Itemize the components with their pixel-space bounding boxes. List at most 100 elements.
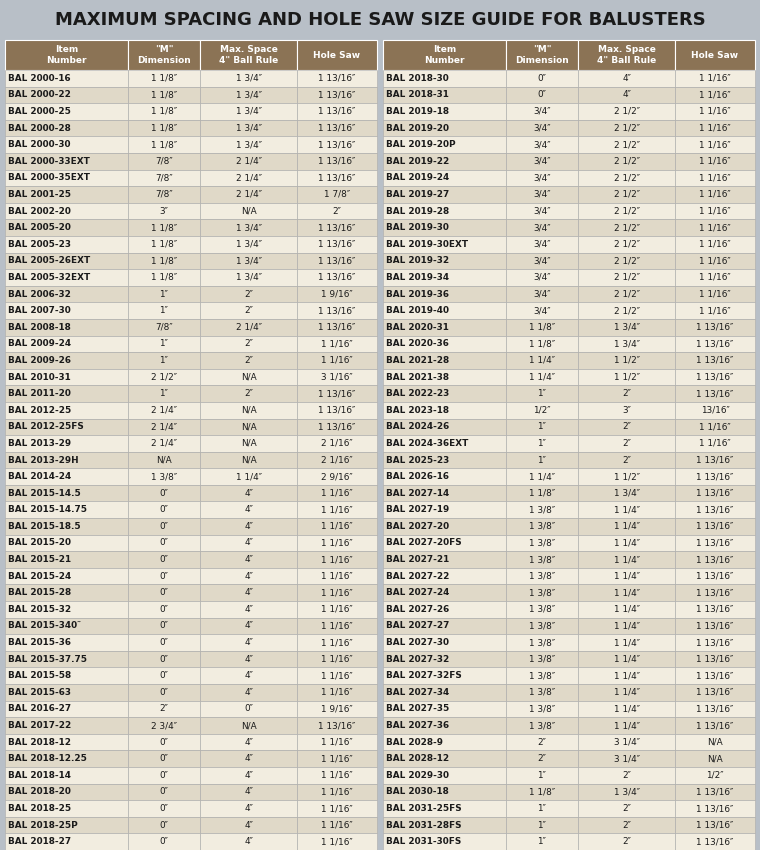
Text: 1 13/16″: 1 13/16″ — [696, 705, 733, 713]
Text: 1 1/8″: 1 1/8″ — [151, 123, 177, 133]
Bar — [128, 252, 201, 269]
Text: BAL 2027-30: BAL 2027-30 — [386, 638, 449, 647]
Text: MAXIMUM SPACING AND HOLE SAW SIZE GUIDE FOR BALUSTERS: MAXIMUM SPACING AND HOLE SAW SIZE GUIDE … — [55, 11, 705, 29]
Bar — [128, 303, 201, 319]
Text: 2″: 2″ — [537, 754, 546, 763]
Bar — [5, 219, 128, 236]
Text: 2″: 2″ — [622, 422, 631, 431]
Bar — [383, 484, 505, 501]
Text: 1 13/16″: 1 13/16″ — [696, 837, 733, 847]
Bar — [383, 784, 505, 800]
Text: N/A: N/A — [707, 754, 723, 763]
Text: 1 1/16″: 1 1/16″ — [699, 123, 731, 133]
Bar — [297, 568, 377, 585]
Text: BAL 2006-32: BAL 2006-32 — [8, 290, 71, 298]
Text: BAL 2020-31: BAL 2020-31 — [386, 323, 449, 332]
Bar — [297, 751, 377, 767]
Text: 1 1/16″: 1 1/16″ — [321, 638, 353, 647]
Bar — [128, 352, 201, 369]
Text: BAL 2017-22: BAL 2017-22 — [8, 721, 71, 730]
Text: BAL 2000-35EXT: BAL 2000-35EXT — [8, 173, 90, 183]
Bar — [128, 418, 201, 435]
Text: 1 1/16″: 1 1/16″ — [321, 787, 353, 796]
Text: BAL 2015-18.5: BAL 2015-18.5 — [8, 522, 81, 531]
Text: 1 3/4″: 1 3/4″ — [613, 787, 640, 796]
Bar — [578, 618, 675, 634]
Text: 1 13/16″: 1 13/16″ — [696, 654, 733, 664]
Bar — [578, 186, 675, 203]
Bar — [383, 153, 505, 169]
Bar — [297, 352, 377, 369]
Text: N/A: N/A — [241, 422, 257, 431]
Bar — [383, 336, 505, 352]
Bar — [297, 684, 377, 700]
Text: 1 1/4″: 1 1/4″ — [613, 721, 640, 730]
Text: 1 1/8″: 1 1/8″ — [151, 140, 177, 150]
Text: 0″: 0″ — [160, 505, 169, 514]
Text: 1 13/16″: 1 13/16″ — [318, 389, 356, 398]
Text: 1 1/16″: 1 1/16″ — [699, 306, 731, 315]
Bar — [297, 667, 377, 684]
Bar — [675, 601, 755, 618]
Text: 1 9/16″: 1 9/16″ — [321, 705, 353, 713]
Text: BAL 2019-32: BAL 2019-32 — [386, 257, 449, 265]
Bar — [128, 651, 201, 667]
Bar — [383, 136, 505, 153]
Bar — [675, 303, 755, 319]
Text: "M"
Dimension: "M" Dimension — [137, 45, 191, 65]
Text: 1 1/16″: 1 1/16″ — [699, 207, 731, 216]
Bar — [505, 418, 578, 435]
Bar — [201, 103, 297, 120]
Text: 4″: 4″ — [244, 804, 253, 813]
Text: 1 13/16″: 1 13/16″ — [696, 721, 733, 730]
Text: BAL 2013-29H: BAL 2013-29H — [8, 456, 78, 464]
Text: BAL 2018-25: BAL 2018-25 — [8, 804, 71, 813]
Bar — [675, 451, 755, 468]
Bar — [5, 451, 128, 468]
Bar — [201, 385, 297, 402]
Bar — [578, 219, 675, 236]
Bar — [128, 153, 201, 169]
Bar — [297, 418, 377, 435]
Bar — [383, 535, 505, 552]
Bar — [297, 784, 377, 800]
Bar — [578, 651, 675, 667]
Text: 1 1/16″: 1 1/16″ — [699, 156, 731, 166]
Bar — [675, 833, 755, 850]
Text: 1 1/16″: 1 1/16″ — [699, 190, 731, 199]
Text: 13/16″: 13/16″ — [701, 405, 730, 415]
Bar — [128, 535, 201, 552]
Text: 1 1/16″: 1 1/16″ — [321, 837, 353, 847]
Text: 2″: 2″ — [622, 820, 631, 830]
Bar — [675, 502, 755, 518]
Text: 1 3/4″: 1 3/4″ — [613, 323, 640, 332]
Bar — [383, 219, 505, 236]
Text: BAL 2027-36: BAL 2027-36 — [386, 721, 449, 730]
Text: BAL 2015-58: BAL 2015-58 — [8, 672, 71, 680]
Bar — [578, 303, 675, 319]
Bar — [201, 136, 297, 153]
Bar — [201, 667, 297, 684]
Text: 2 1/2″: 2 1/2″ — [613, 207, 640, 216]
Text: 1 3/8″: 1 3/8″ — [529, 539, 555, 547]
Text: N/A: N/A — [241, 372, 257, 382]
Text: 2″: 2″ — [244, 356, 253, 365]
Text: BAL 2024-26: BAL 2024-26 — [386, 422, 449, 431]
Bar — [128, 667, 201, 684]
Bar — [675, 552, 755, 568]
Bar — [128, 502, 201, 518]
Text: 1 1/8″: 1 1/8″ — [529, 489, 555, 498]
Text: 1 3/4″: 1 3/4″ — [236, 107, 261, 116]
Bar — [383, 651, 505, 667]
Bar — [297, 203, 377, 219]
Bar — [675, 484, 755, 501]
Text: 1 1/16″: 1 1/16″ — [699, 422, 731, 431]
Bar — [201, 402, 297, 418]
Text: 1 13/16″: 1 13/16″ — [696, 472, 733, 481]
Text: 1 1/8″: 1 1/8″ — [151, 273, 177, 282]
Bar — [578, 153, 675, 169]
Bar — [383, 502, 505, 518]
Text: BAL 2021-38: BAL 2021-38 — [386, 372, 449, 382]
Bar — [5, 385, 128, 402]
Text: 4″: 4″ — [244, 738, 253, 746]
